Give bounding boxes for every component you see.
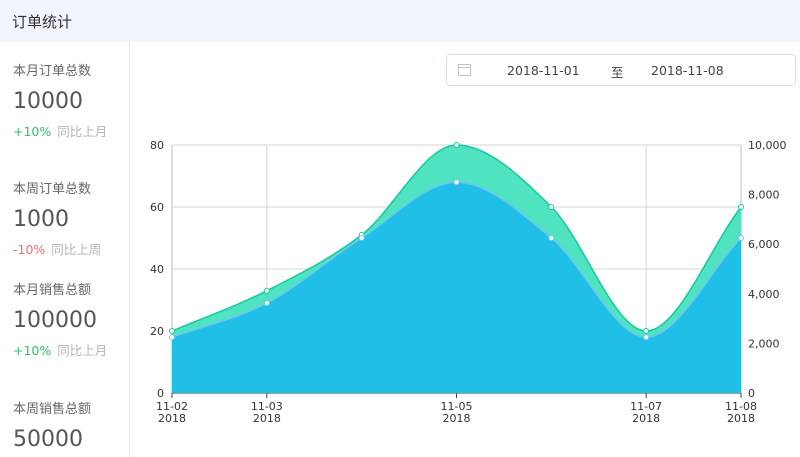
change-percent: +10% (13, 343, 52, 358)
y-left-tick-label: 40 (150, 263, 164, 276)
data-point (738, 204, 744, 210)
stat-change: +10% 同比上月 (13, 123, 125, 141)
page-header: 订单统计 (0, 0, 800, 42)
y-right-tick-label: 10,000 (748, 139, 787, 152)
data-point (453, 179, 460, 186)
data-point (643, 328, 650, 334)
y-right-tick-label: 4,000 (748, 288, 780, 301)
data-point (643, 334, 650, 341)
change-percent: -10% (13, 242, 46, 257)
x-tick-year: 2018 (253, 412, 281, 425)
x-tick-year: 2018 (632, 412, 660, 425)
y-right-tick-label: 2,000 (748, 337, 780, 350)
stat-value: 50000 (13, 427, 83, 452)
data-point (263, 300, 270, 307)
stat-value: 100000 (13, 308, 97, 333)
calendar-icon[interactable] (458, 64, 471, 76)
order-chart: 0 20 40 60 80 0 2,000 4,000 6,000 8,000 10,000 11-0… (150, 139, 787, 425)
data-point (548, 204, 555, 210)
data-point (738, 235, 744, 241)
stat-monthly-sales: 本月销售总额 100000 +10% 同比上月 (13, 282, 125, 360)
data-point (263, 287, 270, 294)
page-title: 订单统计 (12, 12, 73, 31)
stat-value: 10000 (13, 89, 83, 114)
data-point (358, 235, 365, 241)
x-tick-label: 11-08 (725, 400, 757, 413)
y-right-tick-label: 6,000 (748, 238, 780, 251)
change-compare: 同比上月 (57, 124, 108, 139)
stat-label: 本周订单总数 (13, 182, 92, 197)
data-point (453, 142, 460, 148)
date-range-picker[interactable]: 2018-11-01 至 2018-11-08 (446, 54, 796, 86)
range-start-input[interactable]: 2018-11-01 (507, 63, 580, 78)
stat-change: -10% 同比上周 (13, 241, 125, 259)
stat-monthly-orders: 本月订单总数 10000 +10% 同比上月 (13, 63, 125, 141)
x-tick-label: 11-03 (251, 400, 283, 413)
y-left-tick-label: 80 (150, 139, 164, 152)
stats-sidebar: 本月订单总数 10000 +10% 同比上月 本周订单总数 1000 -10% 同比… (0, 42, 130, 457)
x-tick-year: 2018 (727, 412, 755, 425)
data-point (548, 235, 555, 241)
y-right-tick-label: 0 (748, 387, 755, 400)
x-tick-year: 2018 (443, 412, 471, 425)
y-left-tick-label: 60 (150, 201, 164, 214)
stat-weekly-sales: 本周销售总额 50000 (13, 401, 125, 454)
y-left-tick-label: 20 (150, 325, 164, 338)
change-compare: 同比上周 (51, 242, 102, 257)
data-point (169, 328, 175, 334)
x-tick-label: 11-05 (441, 400, 473, 413)
y-left-tick-label: 0 (157, 387, 164, 400)
change-compare: 同比上月 (57, 343, 108, 358)
x-tick-label: 11-07 (630, 400, 662, 413)
stat-change: +10% 同比上月 (13, 342, 125, 360)
stat-weekly-orders: 本周订单总数 1000 -10% 同比上周 (13, 181, 125, 259)
stat-label: 本月订单总数 (13, 64, 92, 79)
x-tick-label: 11-02 (156, 400, 188, 413)
stat-label: 本月销售总额 (13, 283, 92, 298)
change-percent: +10% (13, 124, 52, 139)
range-separator: 至 (611, 65, 624, 80)
y-right-tick-label: 8,000 (748, 189, 780, 202)
range-end-input[interactable]: 2018-11-08 (651, 63, 724, 78)
data-point (169, 334, 175, 341)
stat-label: 本周销售总额 (13, 402, 92, 417)
stat-value: 1000 (13, 207, 69, 232)
series-area-1 (172, 182, 741, 393)
series-line-0 (171, 144, 742, 332)
x-tick-year: 2018 (158, 412, 186, 425)
